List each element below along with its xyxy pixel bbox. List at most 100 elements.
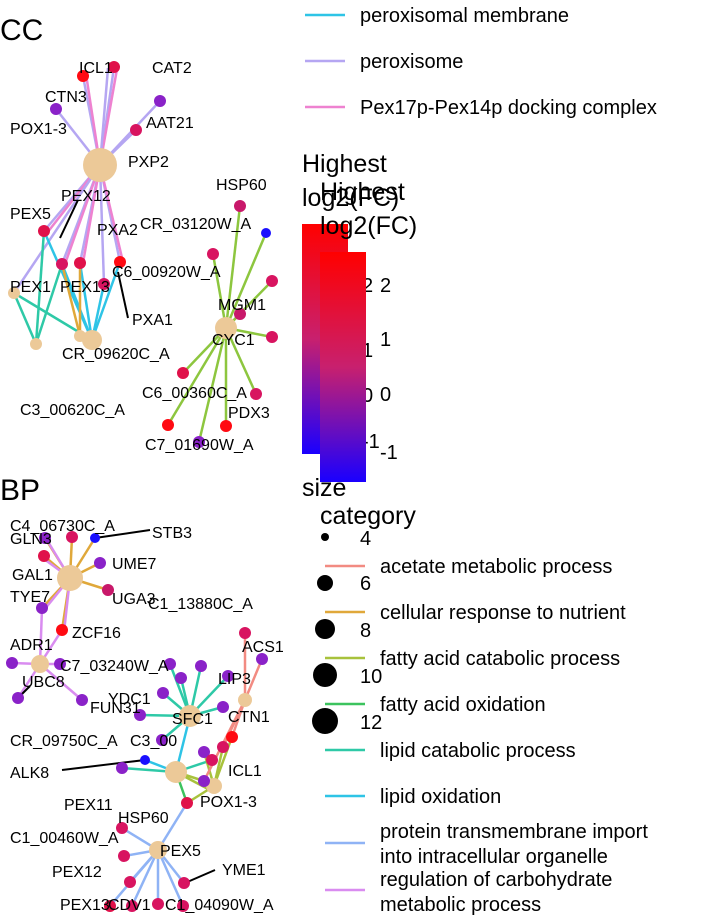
size-legend-dot [315,619,335,639]
cc-gene-node [193,436,205,448]
bp-gene-node [152,898,164,910]
cc-label: C7_01690W_A [145,437,254,454]
cc-gene-node [162,419,174,431]
cc-gene-node [261,228,271,238]
bp-gene-node [198,775,210,787]
colorbar-tick: -1 [380,442,398,464]
cc-edge [78,262,94,341]
cc-edge [12,292,38,345]
bp-label: CR_09750C_A [10,733,118,750]
cc-label: POX1-3 [10,121,67,138]
bp-legend-label: protein transmembrane import [380,821,648,843]
cc-gene-node [266,331,278,343]
colorbar-tick: 2 [380,275,391,297]
size-legend-value: 4 [360,528,371,550]
bp-edge [212,736,234,787]
cc-edge [224,232,268,329]
colorbar-tick: 1 [380,329,391,351]
bp-gene-node [217,741,229,753]
bp-gene-node [175,672,187,684]
bp-gene-node [36,602,48,614]
size-legend-dot [312,708,338,734]
bp-gene-node [118,850,130,862]
bp-gene-node [239,627,251,639]
cc-network-nodes [8,61,278,448]
bp-label: C3_00 [130,733,177,750]
bp-edge [202,699,247,782]
cc-gene-node [74,257,86,269]
bp-hub [238,693,252,707]
bp-gene-node [126,900,138,912]
bp-legend-label: acetate metabolic process [380,556,612,578]
size-legend-dot [321,533,329,541]
bp-gene-labels: C4_06730C_A GLN3 STB3 GAL1 UME7 TYE7 UGA… [10,518,284,914]
cc-label: ICL1 [79,60,113,77]
bp-gene-node [134,709,146,721]
bp-hub [149,841,167,859]
bp-gene-node [6,657,18,669]
bp-legend-title: category [320,502,416,530]
cc-edge [224,327,258,395]
bp-hub [57,565,83,591]
size-legend-value: 8 [360,620,371,642]
colorbar-legend-2: Highest log2(FC) 2 1 0 -1 [320,178,417,482]
cc-edge [211,253,228,329]
cc-label: PXA2 [97,222,138,239]
bp-label: C1_13880C_A [148,596,253,613]
bp-gene-node [226,731,238,743]
cc-label: MGM1 [218,297,266,314]
bp-label: STB3 [152,525,192,542]
bp-gene-node [54,658,66,670]
panel-label-cc: CC [0,14,43,47]
bp-leader [61,759,146,771]
bp-gene-node [66,531,78,543]
bp-label: ACS1 [242,639,284,656]
colorbar-tick: 0 [362,385,373,407]
bp-gene-node [164,658,176,670]
bp-label: CDV1 [108,897,151,914]
bp-gene-node [140,755,150,765]
cc-edge [12,164,102,294]
bp-hub [165,761,187,783]
bp-edge [156,849,185,907]
bp-label: YME1 [222,862,266,879]
cc-gene-node [50,103,62,115]
panel-label-bp: BP [0,474,40,507]
colorbar-tick: 2 [362,275,373,297]
cc-hub-membrane [82,330,102,350]
bp-leader [94,529,151,539]
bp-legend-label-line2: metabolic process [380,894,541,916]
bp-legend-label-line2: into intracellular organelle [380,846,608,868]
cc-edge [34,263,64,345]
bp-category-legend: category acetate metabolic process cellu… [320,502,648,916]
bp-label: ZCF16 [72,625,121,642]
size-legend-value: 10 [360,666,382,688]
bp-gene-node [94,557,106,569]
cc-gene-node [220,420,232,432]
cc-hub-peroxisome [83,148,117,182]
cc-edge [166,327,228,426]
colorbar-tick: 1 [362,340,373,362]
cc-label: HSP60 [216,177,267,194]
cc-hub-docking [30,338,42,350]
bp-gene-node [12,692,24,704]
bp-gene-node [222,670,234,682]
bp-label: C1_00460W_A [10,830,119,847]
bp-label: POX1-3 [200,794,257,811]
bp-label: UME7 [112,556,157,573]
colorbar-title: log2(FC) [320,212,417,240]
cc-edge [60,263,82,337]
bp-gene-node [156,734,168,746]
bp-hub [206,778,222,794]
cc-hub-cell [8,287,20,299]
cc-gene-node [250,388,262,400]
cc-label: PEX12 [61,188,111,205]
bp-label: ICL1 [228,763,262,780]
bp-gene-node [206,754,218,766]
bp-gene-node [76,694,88,706]
cc-label: C3_00620C_A [20,402,125,419]
cc-label: PEX13 [60,279,110,296]
bp-gene-node [104,900,116,912]
bp-legend-label: lipid oxidation [380,786,501,808]
